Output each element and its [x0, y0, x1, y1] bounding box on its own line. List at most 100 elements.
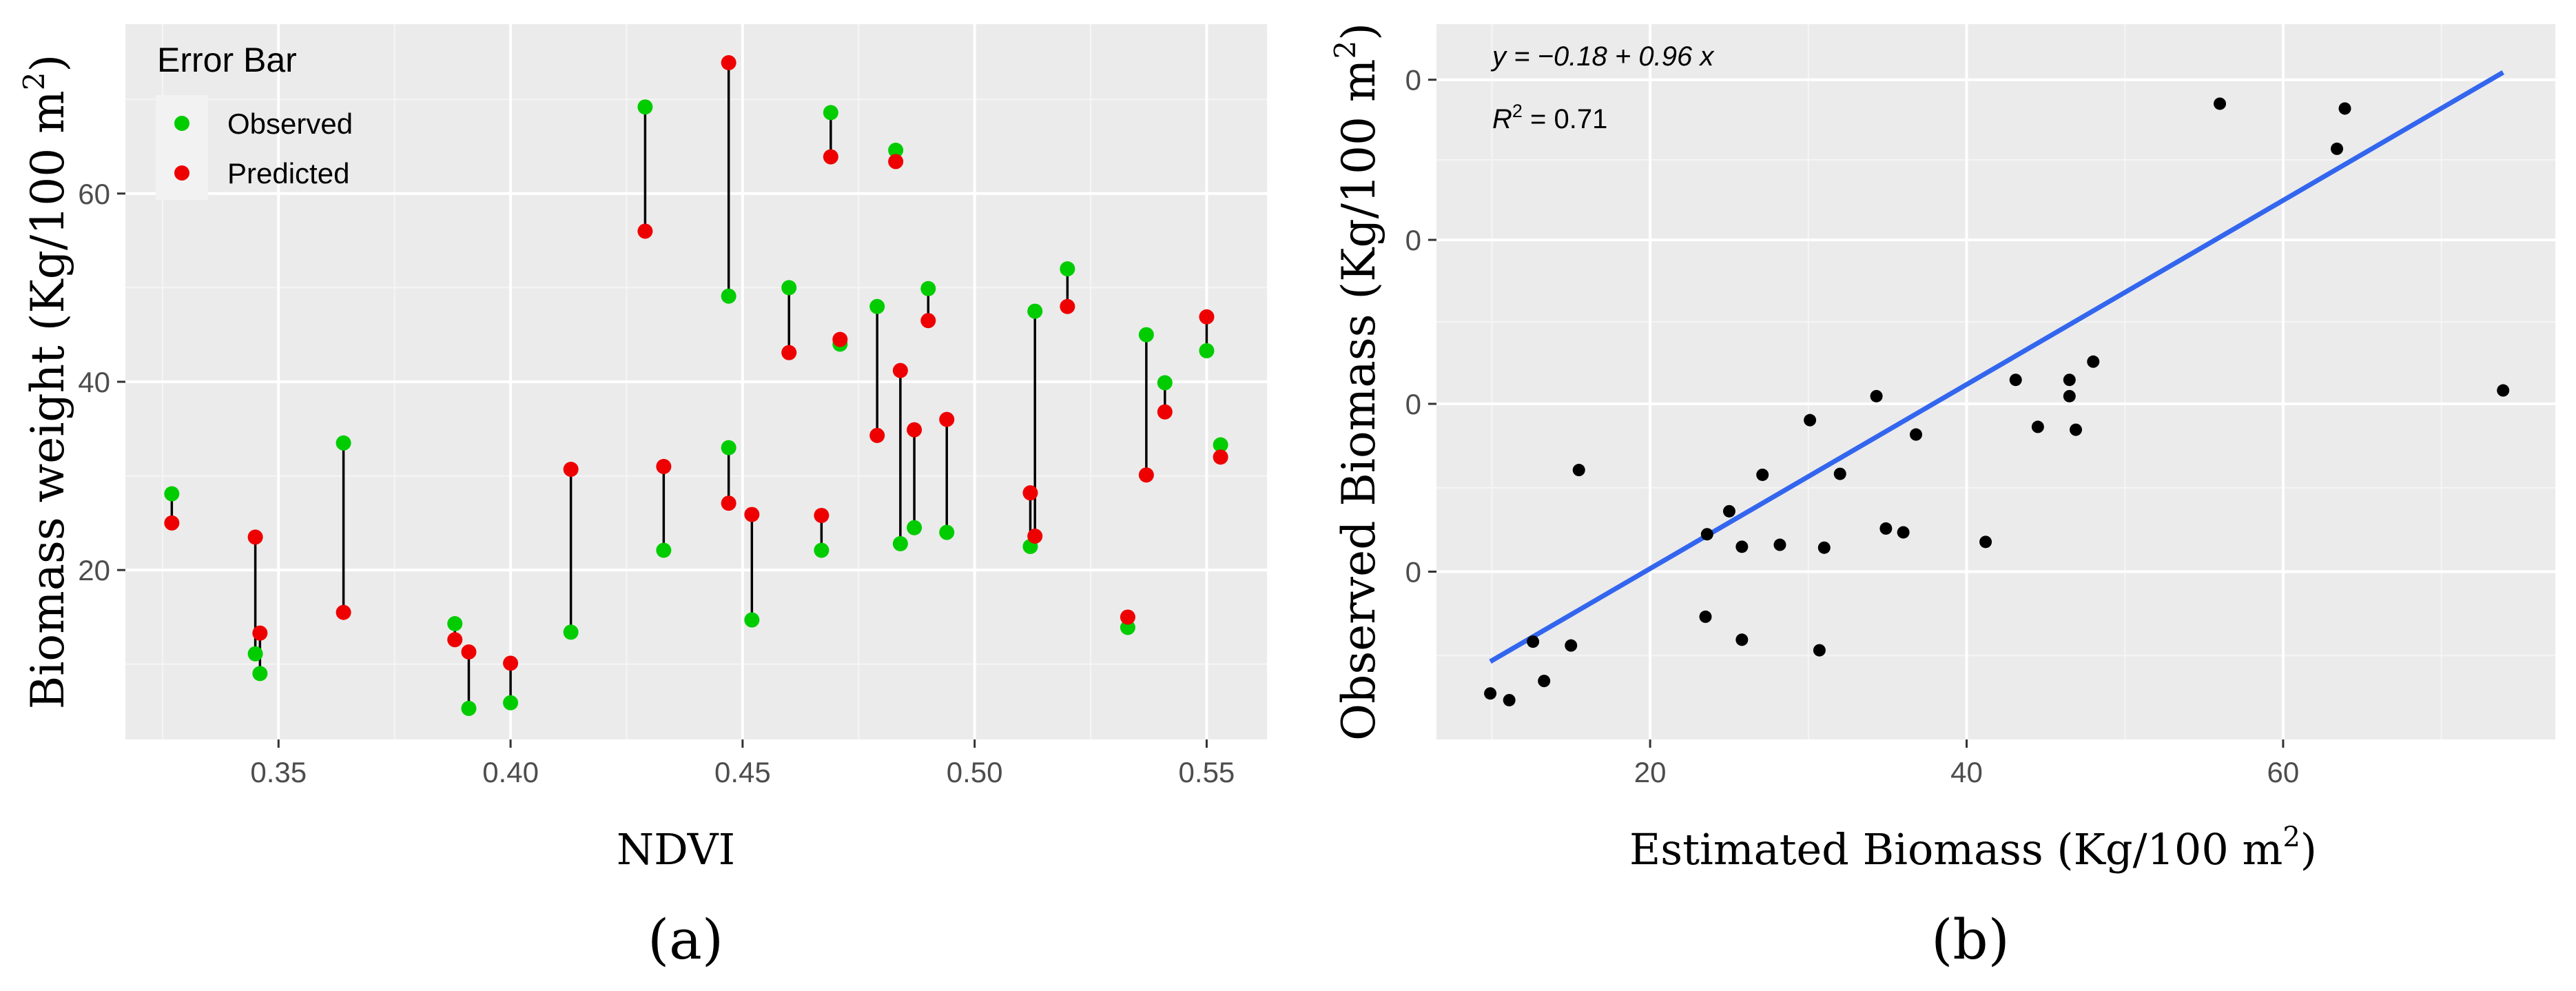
y-tick-label: 0 — [1405, 224, 1421, 256]
x-tick-label: 0.45 — [714, 756, 771, 788]
predicted-point — [247, 529, 263, 545]
predicted-point — [563, 462, 579, 478]
predicted-point — [814, 507, 830, 523]
y-tick-label: 40 — [78, 366, 110, 398]
observed-point — [164, 486, 180, 502]
predicted-point — [447, 632, 463, 648]
legend-predicted-marker — [174, 165, 189, 181]
observed-point — [907, 520, 923, 535]
scatter-point — [1484, 687, 1497, 700]
predicted-point — [1157, 404, 1173, 420]
x-tick-label: 0.40 — [482, 756, 539, 788]
predicted-point — [869, 427, 885, 443]
panel-a-y-title-close: ) — [21, 54, 74, 72]
observed-point — [656, 542, 672, 558]
predicted-point — [336, 604, 351, 620]
predicted-point — [461, 644, 477, 660]
panel-b-y-title-superscript: 2 — [1328, 41, 1362, 59]
observed-point — [920, 280, 936, 296]
scatter-point — [1722, 504, 1735, 518]
panel-a-x-axis-title: NDVI — [617, 824, 735, 875]
observed-point — [637, 99, 653, 115]
predicted-point — [252, 625, 268, 641]
r2-superscript: 2 — [1512, 101, 1523, 121]
scatter-point — [1699, 610, 1712, 623]
panel-a-points — [164, 54, 1228, 716]
observed-point — [1027, 303, 1043, 319]
observed-point — [252, 666, 268, 682]
predicted-point — [164, 515, 180, 531]
x-tick-label: 0.50 — [947, 756, 1003, 788]
y-tick-label: 0 — [1405, 64, 1421, 96]
r2-letter: R — [1492, 104, 1512, 134]
y-tick-label: 0 — [1405, 388, 1421, 420]
observed-point — [814, 542, 830, 558]
scatter-point — [1735, 633, 1749, 646]
panel-b-x-title-close: ) — [2300, 824, 2317, 875]
scatter-point — [2063, 374, 2076, 387]
predicted-point — [1120, 609, 1135, 625]
observed-point — [1138, 327, 1154, 343]
observed-point — [447, 616, 463, 632]
legend-predicted-label: Predicted — [227, 157, 349, 190]
legend-key-background — [156, 95, 208, 200]
predicted-point — [907, 422, 923, 438]
panel-b-points — [1484, 97, 2510, 706]
panel-a-error-bar-chart: 0.35 0.40 0.45 0.50 0.55 20 40 60 Error Bar Ob… — [17, 24, 1267, 972]
scatter-point — [1813, 644, 1826, 657]
x-tick-label: 20 — [1634, 756, 1667, 788]
observed-point — [888, 143, 904, 159]
predicted-point — [1027, 528, 1043, 544]
panel-a-caption: (a) — [648, 908, 723, 972]
observed-point — [461, 700, 477, 716]
scatter-point — [2063, 389, 2076, 402]
panel-a-gridlines — [125, 24, 1267, 739]
observed-point — [1060, 261, 1075, 277]
scatter-point — [1817, 541, 1831, 554]
observed-point — [1213, 437, 1228, 453]
scatter-point — [1572, 464, 1585, 477]
x-tick-label: 60 — [2267, 756, 2300, 788]
regression-equation: y = −0.18 + 0.96 x — [1490, 41, 1715, 72]
predicted-point — [656, 458, 672, 474]
panel-b-plot-background — [1436, 24, 2555, 739]
predicted-point — [1138, 467, 1154, 483]
legend-title: Error Bar — [157, 41, 297, 79]
scatter-point — [1833, 467, 1846, 480]
scatter-point — [2331, 142, 2344, 155]
observed-point — [744, 612, 760, 628]
observed-point — [721, 288, 736, 304]
predicted-point — [1199, 309, 1215, 325]
predicted-point — [832, 331, 848, 347]
panel-b-caption: (b) — [1931, 908, 2010, 972]
panel-a-y-tick-labels: 20 40 60 — [78, 178, 125, 586]
predicted-point — [823, 149, 838, 165]
observed-point — [336, 435, 351, 451]
scatter-point — [1538, 675, 1551, 688]
scatter-point — [1897, 526, 1910, 539]
scatter-point — [1979, 535, 1992, 549]
scatter-point — [2497, 384, 2510, 397]
predicted-point — [721, 496, 736, 511]
scatter-point — [2009, 374, 2022, 387]
observed-point — [721, 440, 736, 456]
panel-b-x-title-superscript: 2 — [2283, 821, 2300, 853]
regression-line — [1489, 70, 2504, 664]
panel-a-y-title-base: Biomass weight (Kg/100 m — [21, 90, 74, 709]
scatter-point — [1804, 413, 1817, 427]
x-tick-label: 0.55 — [1179, 756, 1235, 788]
panel-b-x-tick-labels: 20 40 60 — [1634, 739, 2300, 788]
scatter-point — [1527, 635, 1540, 648]
scatter-point — [2031, 420, 2044, 433]
observed-point — [869, 298, 885, 314]
observed-point — [563, 624, 579, 640]
panel-a-x-tick-labels: 0.35 0.40 0.45 0.50 0.55 — [250, 739, 1235, 788]
scatter-point — [1756, 468, 1769, 481]
observed-point — [939, 524, 955, 540]
scatter-point — [1773, 538, 1786, 551]
predicted-point — [1060, 298, 1075, 314]
predicted-point — [939, 411, 955, 427]
predicted-point — [888, 154, 904, 170]
